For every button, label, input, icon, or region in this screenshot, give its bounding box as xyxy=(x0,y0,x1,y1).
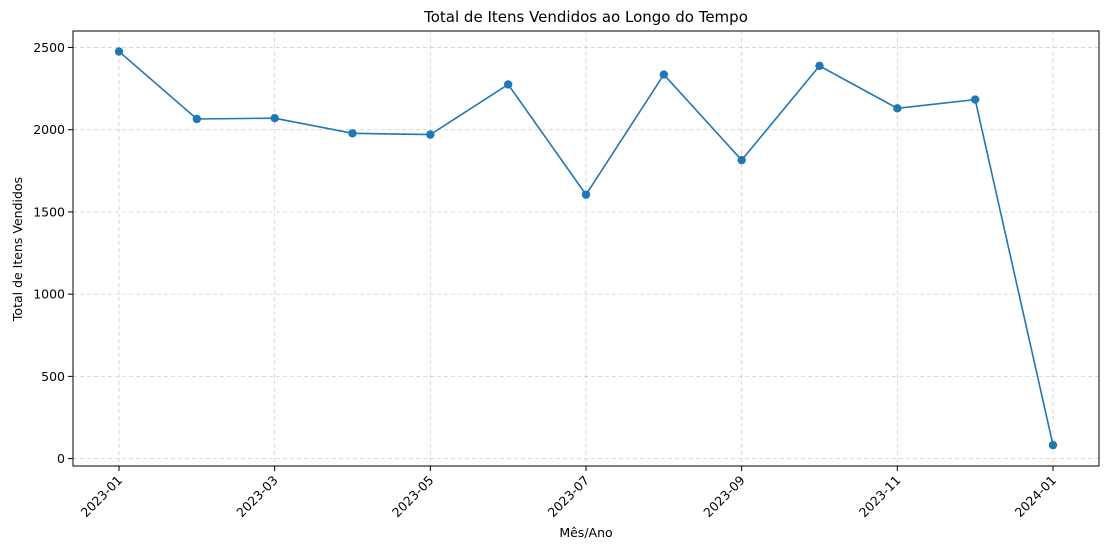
series-layer xyxy=(114,47,1058,450)
x-tick-label: 2023-09 xyxy=(700,472,748,520)
chart-title: Total de Itens Vendidos ao Longo do Temp… xyxy=(423,8,748,26)
data-point xyxy=(270,113,279,123)
x-tick-label: 2023-11 xyxy=(856,473,904,521)
y-tick-label: 1000 xyxy=(33,287,65,302)
y-tick-label: 0 xyxy=(57,451,65,466)
x-tick-label: 2023-03 xyxy=(233,473,281,521)
y-tick-label: 2500 xyxy=(33,40,65,55)
x-tick-label: 2024-01 xyxy=(1012,473,1060,521)
y-axis: 0 500 1000 1500 2000 2500 xyxy=(33,40,73,466)
data-point xyxy=(1048,440,1058,450)
y-axis-title: Total de Itens Vendidos xyxy=(10,177,25,322)
data-point xyxy=(815,61,824,71)
x-axis-title: Mês/Ano xyxy=(559,525,612,540)
data-point xyxy=(581,190,591,199)
data-point xyxy=(192,114,202,124)
data-point xyxy=(659,70,669,79)
data-point xyxy=(348,129,357,138)
grid xyxy=(73,31,1099,466)
y-tick-label: 500 xyxy=(41,369,65,384)
data-point xyxy=(737,155,746,165)
x-axis: 2023-01 2023-03 2023-05 2023-07 2023-09 2023-… xyxy=(78,466,1060,521)
x-tick-label: 2023-01 xyxy=(78,473,126,521)
data-point xyxy=(503,80,513,89)
y-tick-label: 2000 xyxy=(33,122,65,137)
data-point xyxy=(970,95,980,104)
data-point xyxy=(426,130,435,139)
x-tick-label: 2023-05 xyxy=(389,473,437,521)
data-point xyxy=(114,47,124,56)
y-tick-label: 1500 xyxy=(33,204,65,219)
data-point xyxy=(893,104,902,113)
x-tick-label: 2023-07 xyxy=(545,473,593,521)
